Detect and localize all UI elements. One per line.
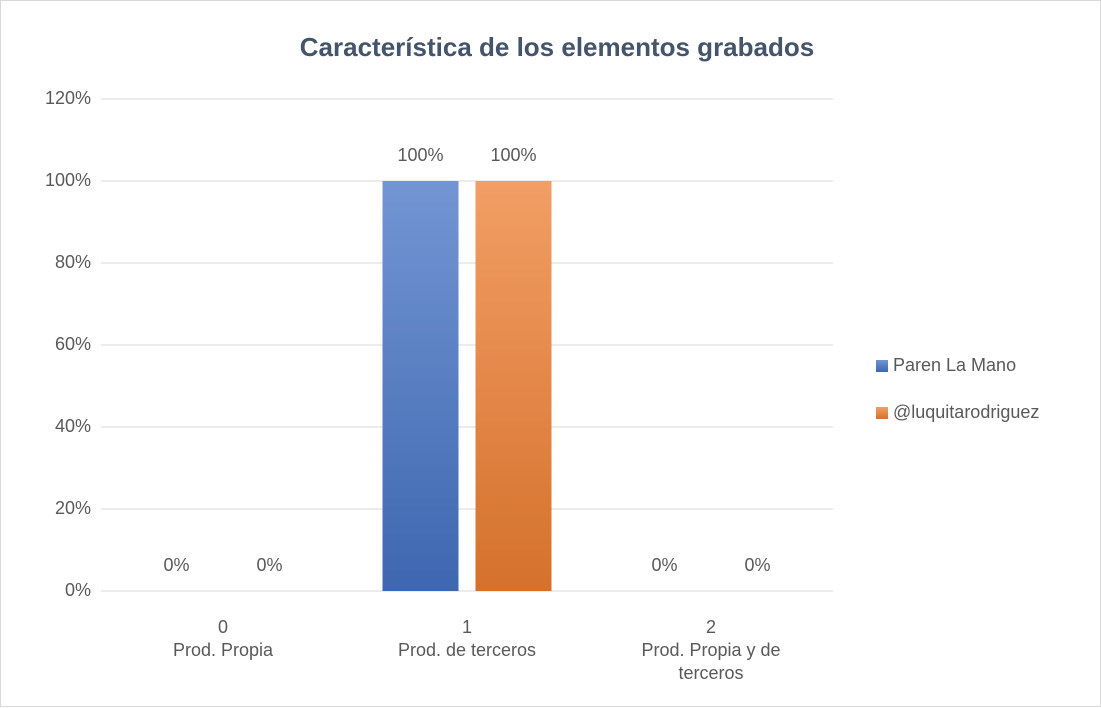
y-tick-label: 20% — [55, 498, 91, 518]
x-tick-label: 1 — [461, 617, 472, 637]
chart-title: Característica de los elementos grabados — [300, 32, 814, 62]
data-label: 100% — [490, 145, 536, 165]
data-label: 0% — [744, 555, 770, 575]
legend-swatch — [876, 407, 888, 419]
x-tick-sublabel: Prod. Propia y de terceros — [641, 640, 781, 683]
y-tick-label: 0% — [65, 580, 91, 600]
data-label: 0% — [651, 555, 677, 575]
y-tick-label: 60% — [55, 334, 91, 354]
x-tick-label: 0 — [217, 617, 228, 637]
bar — [382, 181, 459, 591]
y-tick-label: 120% — [45, 88, 91, 108]
y-tick-label: 80% — [55, 252, 91, 272]
y-tick-label: 40% — [55, 416, 91, 436]
bar — [475, 181, 552, 591]
data-label: 0% — [163, 555, 189, 575]
legend-label: Paren La Mano — [893, 355, 1016, 375]
legend-swatch — [876, 360, 888, 372]
x-tick-sublabel: Prod. Propia — [172, 640, 274, 660]
legend-label: @luquitarodriguez — [893, 402, 1039, 422]
x-tick-sublabel: Prod. de terceros — [397, 640, 537, 660]
data-label: 100% — [397, 145, 443, 165]
y-tick-label: 100% — [45, 170, 91, 190]
data-label: 0% — [256, 555, 282, 575]
x-tick-label: 2 — [705, 617, 716, 637]
